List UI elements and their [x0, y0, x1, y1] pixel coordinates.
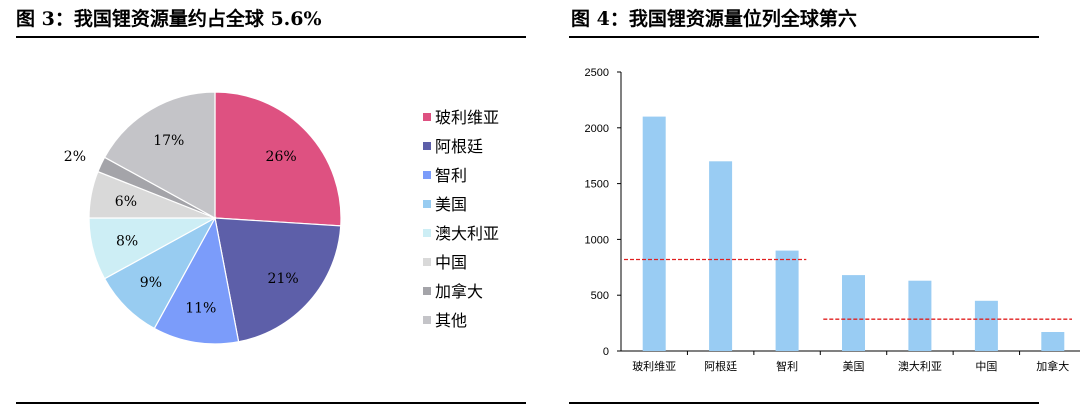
x-tick-label-5: 澳大利亚	[898, 359, 942, 373]
bar-7	[1041, 332, 1065, 351]
legend-swatch-5	[423, 229, 431, 237]
legend-entry-1: 玻利维亚	[435, 108, 499, 127]
y-tick-label-4: 1500	[585, 179, 609, 191]
pie-data-label-5: 8%	[116, 234, 138, 250]
pie-data-label-1: 26%	[266, 149, 297, 165]
legend-entry-4: 美国	[435, 195, 467, 214]
pie-data-label-6: 6%	[115, 194, 137, 210]
legend-entry-2: 阿根廷	[435, 137, 483, 156]
legend-entry-6: 中国	[435, 253, 467, 272]
y-tick-label-1: 0	[603, 346, 609, 358]
figure-3-panel: 图 3：我国锂资源量约占全球 5.6% 26% 21% 11% 9% 8% 6% 2% 17%…	[0, 0, 530, 407]
figure-3-title: 图 3：我国锂资源量约占全球 5.6%	[16, 8, 322, 30]
figure-4-top-rule	[569, 36, 1039, 38]
y-tick-label-6: 2500	[585, 67, 609, 79]
figure-3-bottom-rule	[16, 402, 526, 404]
legend-swatch-4	[423, 200, 431, 208]
pie-slice-1	[214, 91, 342, 227]
bar-4	[842, 275, 865, 351]
bar-chart: 0 500 1000 1500 2000 2500 玻利维亚 阿根廷 智利 美国 澳大利亚 中国 加拿大	[585, 67, 1080, 373]
legend-swatch-2	[423, 142, 431, 150]
x-tick-label-4: 美国	[843, 360, 865, 373]
bar-3	[775, 250, 799, 351]
bar-6	[974, 300, 998, 351]
x-tick-label-2: 阿根廷	[704, 359, 737, 373]
pie-data-label-2: 21%	[268, 271, 299, 287]
pie-data-label-8: 17%	[153, 133, 184, 149]
pie-chart: 26% 21% 11% 9% 8% 6% 2% 17% 玻利维亚阿根廷智利美国澳大利亚中国加拿大…	[64, 91, 499, 345]
bar-5	[908, 280, 932, 351]
legend-entry-7: 加拿大	[435, 282, 483, 301]
x-tick-label-3: 智利	[776, 359, 798, 373]
figure-4-bottom-rule	[569, 402, 1039, 404]
y-tick-label-3: 1000	[585, 234, 609, 246]
legend-swatch-7	[423, 287, 431, 295]
pie-slice-3	[153, 216, 240, 345]
x-tick-label-6: 中国	[975, 360, 997, 373]
pie-data-label-4: 9%	[140, 275, 162, 291]
x-tick-label-7: 加拿大	[1036, 359, 1069, 373]
pie-slice-8	[103, 91, 216, 220]
legend-swatch-6	[423, 258, 431, 266]
bar-1	[642, 116, 666, 351]
figure-3-top-rule	[16, 36, 526, 38]
legend-swatch-3	[423, 171, 431, 179]
bar-2	[709, 161, 733, 351]
legend-entry-3: 智利	[435, 166, 467, 185]
legend-entry-8: 其他	[435, 311, 467, 330]
pie-slice-2	[214, 217, 342, 343]
legend-entry-5: 澳大利亚	[435, 224, 499, 243]
x-tick-label-1: 玻利维亚	[632, 360, 676, 373]
y-tick-label-2: 500	[591, 290, 609, 302]
legend-swatch-8	[423, 316, 431, 324]
figure-4-panel: 图 4：我国锂资源量位列全球第六 0 500 1000 1500 2000 2500 玻利维…	[565, 0, 1080, 407]
pie-data-label-7: 2%	[64, 149, 86, 165]
legend-swatch-1	[423, 113, 431, 121]
figure-4-title: 图 4：我国锂资源量位列全球第六	[571, 8, 857, 30]
y-tick-label-5: 2000	[585, 123, 609, 135]
pie-data-label-3: 11%	[185, 301, 216, 317]
